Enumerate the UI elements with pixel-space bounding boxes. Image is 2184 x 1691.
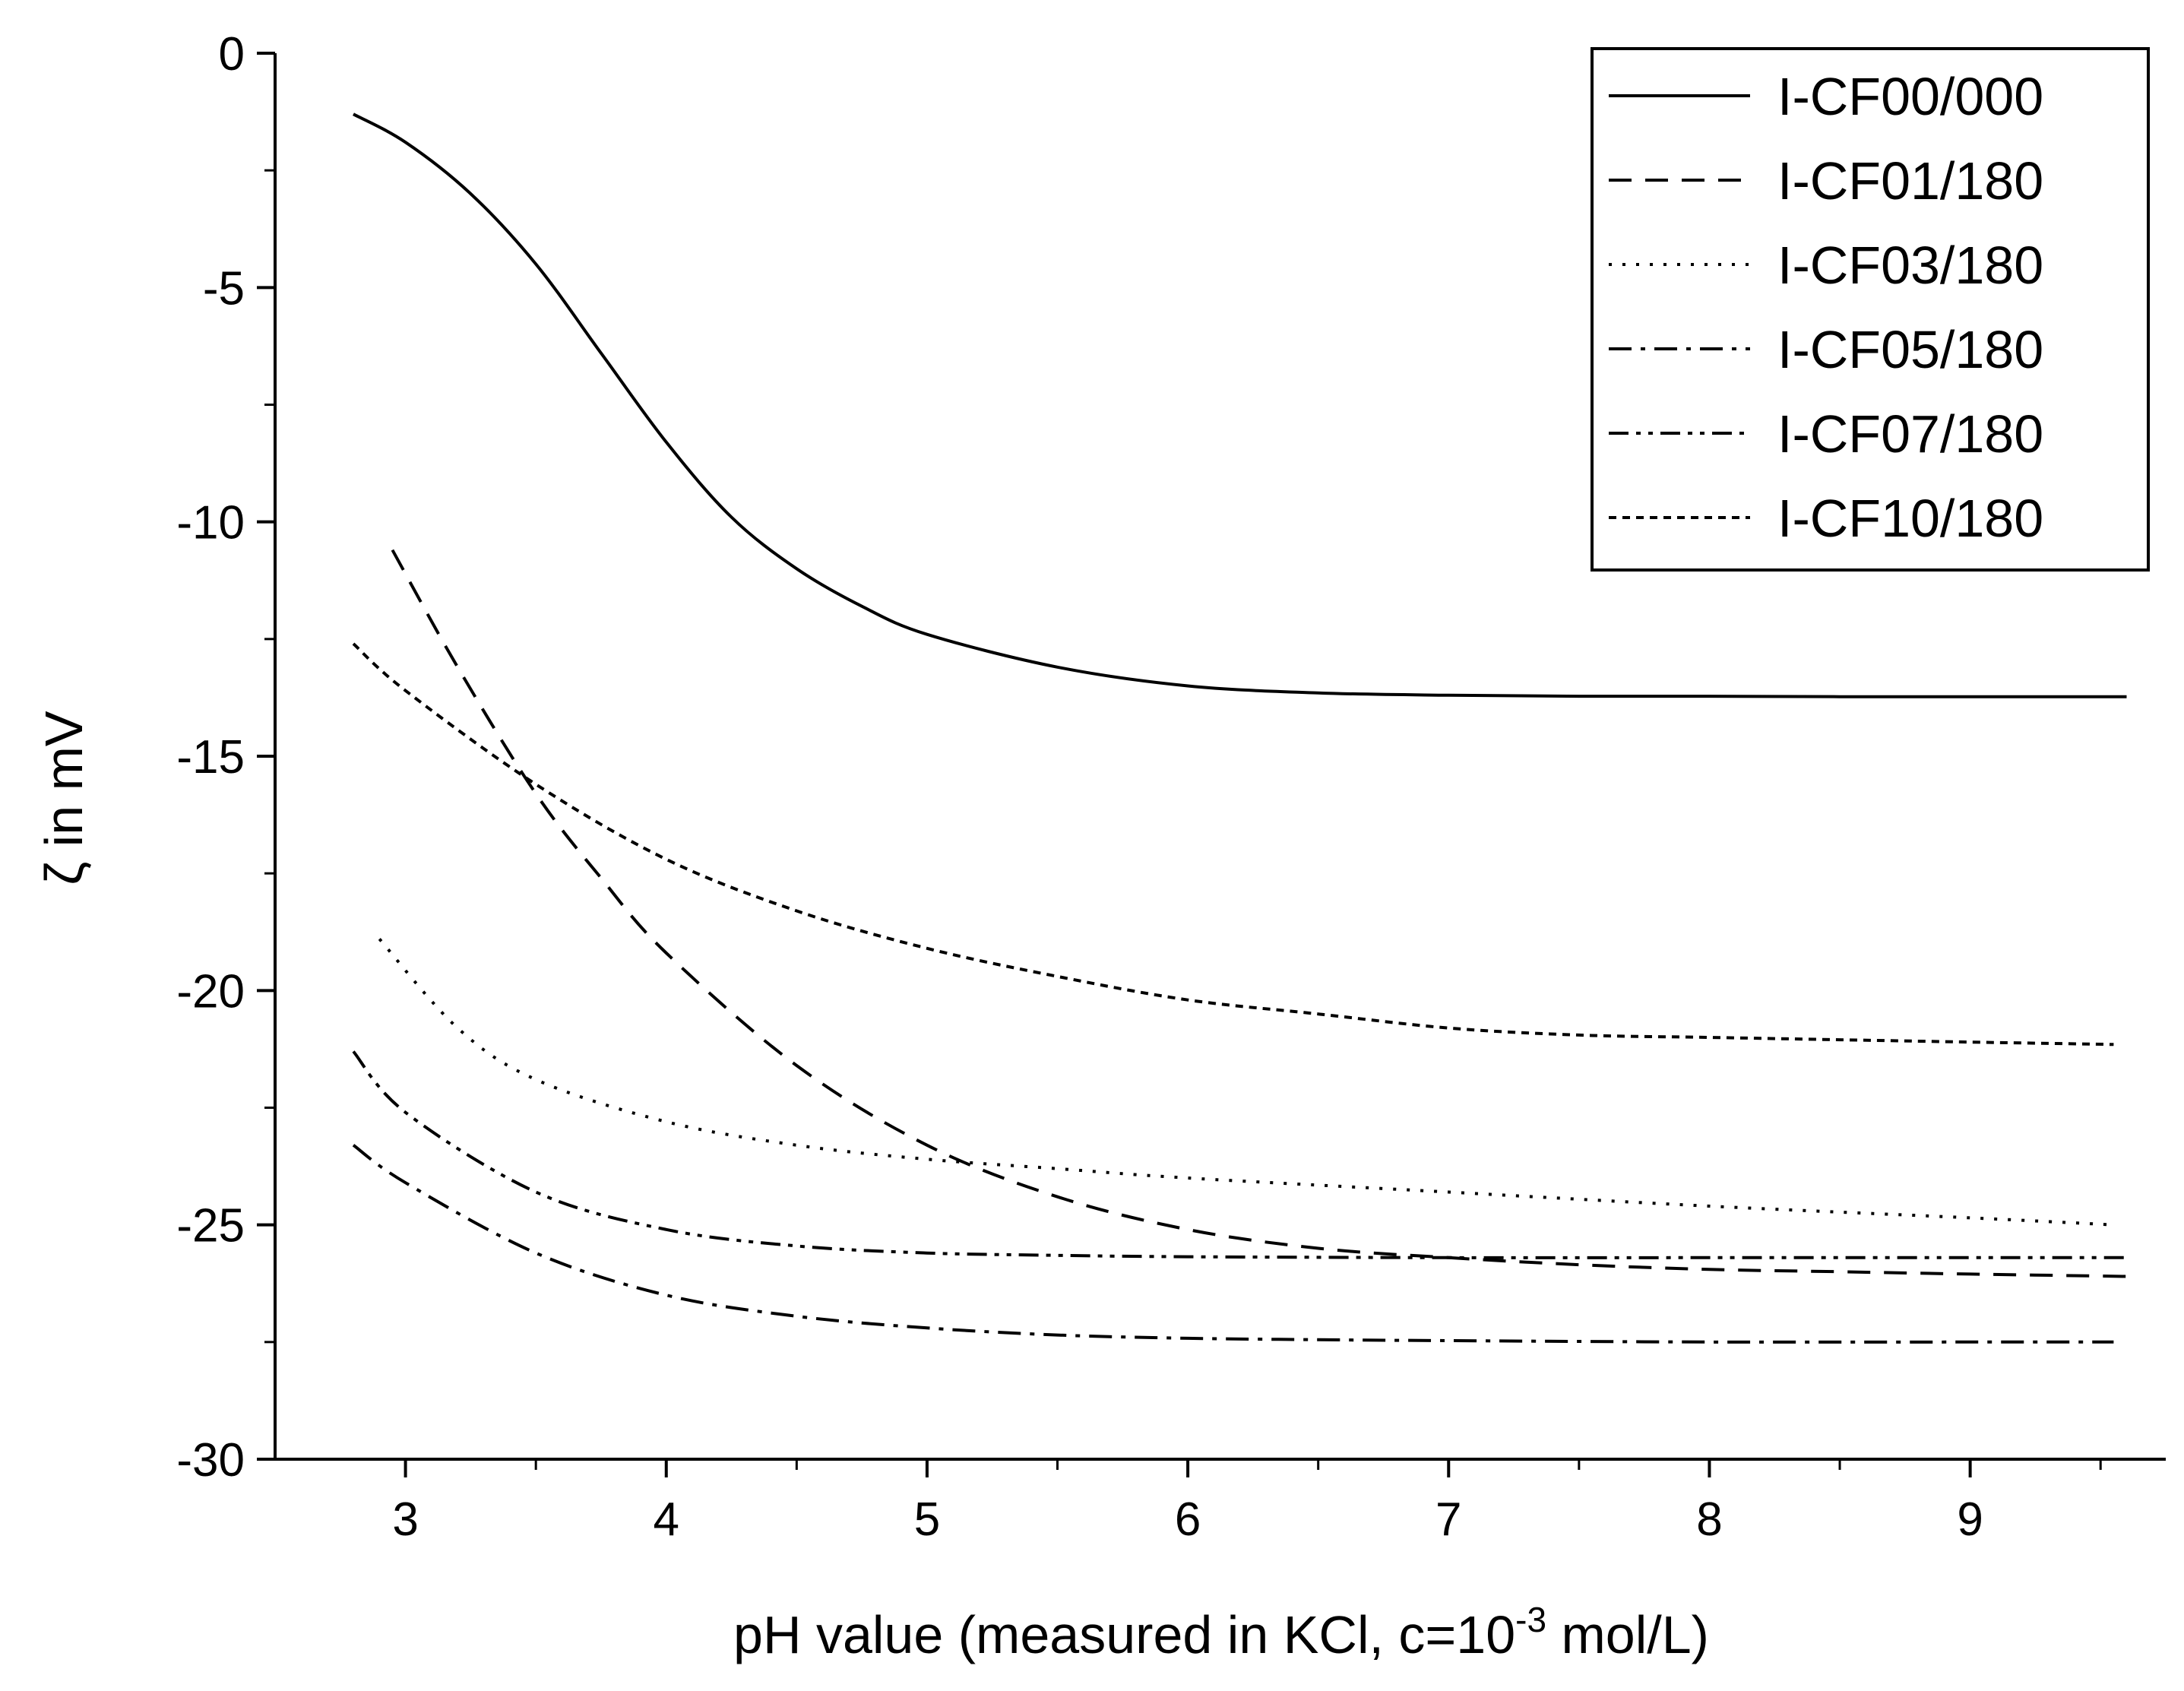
legend-box [1591,47,2150,572]
y-tick-label: -20 [176,965,245,1018]
legend-label: I-CF05/180 [1777,320,2043,379]
y-tick-label: -10 [176,497,245,549]
x-tick-label: 7 [1435,1493,1461,1546]
series-line-i-cf05-180 [352,1144,2114,1344]
y-axis-title: ζ in mV [34,711,93,885]
series-layer [352,112,2127,1344]
series-line-i-cf07-180 [352,1050,2127,1259]
y-tick-label: -30 [176,1434,245,1487]
x-axis-title-superscript: -3 [1515,1600,1546,1639]
x-tick-label: 9 [1957,1493,1983,1546]
x-tick-label: 4 [654,1493,679,1546]
y-tick-label: -15 [176,731,245,784]
series-line-i-cf01-180 [391,549,2127,1278]
x-axis-title-main: pH value (measured in KCl, c=10 [733,1605,1515,1664]
axes: 0 -5 -10 -15 -20 -25 -30 3 4 5 6 7 8 9 [176,28,2166,1546]
y-tick-label: -25 [176,1200,245,1252]
legend-label: I-CF10/180 [1777,489,2043,548]
x-tick-label: 8 [1696,1493,1722,1546]
x-axis-title: pH value (measured in KCl, c=10-3 mol/L) [733,1600,1709,1664]
x-axis-title-unit: mol/L) [1546,1605,1709,1664]
series-line-i-cf03-180 [378,938,2114,1227]
y-tick-label: 0 [219,28,245,81]
series-line-i-cf10-180 [352,642,2114,1047]
x-tick-label: 5 [914,1493,940,1546]
x-tick-label: 3 [392,1493,418,1546]
legend-label: I-CF01/180 [1777,151,2043,211]
legend-label: I-CF00/000 [1777,67,2043,126]
x-tick-label: 6 [1175,1493,1201,1546]
legend-label: I-CF03/180 [1777,236,2043,295]
y-tick-label: -5 [203,262,245,315]
legend: I-CF00/000 I-CF01/180 I-CF03/180 I-CF05/180… [1591,47,2150,572]
series-line-i-cf00-000 [353,112,2127,698]
legend-label: I-CF07/180 [1777,404,2043,464]
